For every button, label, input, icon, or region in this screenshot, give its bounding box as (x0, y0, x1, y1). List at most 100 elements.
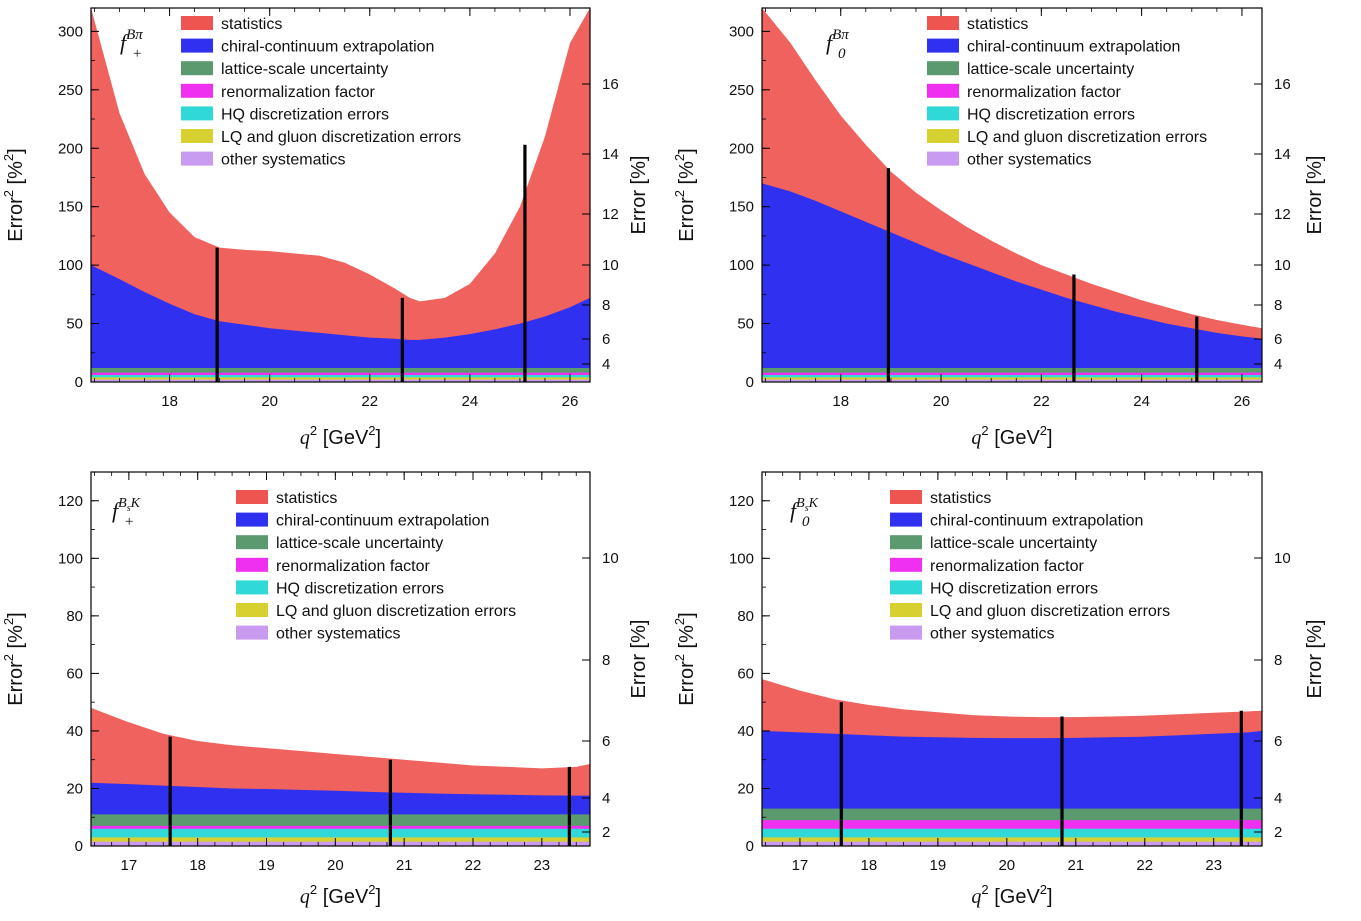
legend-label: lattice-scale uncertainty (276, 535, 443, 552)
y2-tick-label: 8 (1274, 297, 1282, 314)
legend-label: chiral-continuum extrapolation (221, 39, 434, 56)
y2-tick-label: 8 (602, 297, 610, 314)
x-tick-label: 22 (465, 857, 482, 874)
y-tick-label: 20 (66, 780, 83, 797)
x-tick-label: 26 (562, 393, 579, 410)
legend: statistics chiral-continuum extrapolation… (236, 490, 516, 643)
y-tick-label: 100 (729, 257, 754, 274)
legend-label: other systematics (967, 152, 1091, 169)
area-layers (762, 679, 1262, 846)
legend-swatch (890, 603, 922, 617)
y2-tick-label: 12 (602, 206, 619, 223)
x-tick-label: 20 (261, 393, 278, 410)
legend-label: lattice-scale uncertainty (221, 61, 388, 78)
legend-label: renormalization factor (967, 84, 1122, 101)
legend-label: renormalization factor (930, 558, 1085, 575)
legend-swatch (236, 625, 268, 640)
x-tick-label: 19 (930, 857, 947, 874)
legend: statistics chiral-continuum extrapolation… (890, 490, 1170, 643)
legend-label: renormalization factor (221, 84, 376, 101)
y2-tick-label: 4 (602, 790, 610, 807)
area-other-systematics (762, 841, 1262, 846)
plot-frame (761, 471, 1263, 847)
legend-label: chiral-continuum extrapolation (276, 513, 489, 530)
panel-label: fBsK + (112, 496, 141, 530)
legend-label: statistics (221, 16, 282, 33)
y2-tick-label: 6 (1274, 733, 1282, 750)
legend-label: HQ discretization errors (276, 580, 444, 597)
x-tick-label: 17 (792, 857, 809, 874)
legend-swatch (181, 38, 213, 53)
y-tick-label: 200 (729, 140, 754, 157)
y-axis-title: Error2 [%2] (1, 148, 27, 241)
y-tick-label: 100 (58, 257, 83, 274)
panel-label: fBπ 0 (826, 27, 849, 62)
area-layers (91, 707, 590, 846)
area-chiral-continuum-extrapolation (762, 183, 1262, 382)
legend-swatch (181, 106, 213, 121)
y-tick-label: 60 (66, 665, 83, 682)
y-tick-label: 0 (75, 838, 83, 855)
y2-tick-label: 14 (602, 146, 619, 163)
y2-tick-label: 2 (602, 824, 610, 841)
legend: statistics chiral-continuum extrapolation… (181, 16, 461, 169)
legend-swatch (181, 83, 213, 98)
y-tick-label: 300 (58, 23, 83, 40)
x-axis-title: q2 [GeV2] (971, 882, 1052, 908)
legend-label: HQ discretization errors (967, 106, 1135, 123)
x-tick-label: 18 (832, 393, 849, 410)
x-axis-title: q2 [GeV2] (300, 882, 381, 908)
x-tick-label: 18 (861, 857, 878, 874)
x-tick-label: 20 (998, 857, 1015, 874)
y-tick-label: 120 (729, 493, 754, 510)
legend-swatch (236, 557, 268, 572)
legend-swatch (181, 61, 213, 76)
legend-swatch (181, 129, 213, 143)
x-tick-label: 21 (396, 857, 413, 874)
y2-tick-label: 14 (1274, 146, 1291, 163)
y2-tick-label: 10 (602, 550, 619, 567)
y2-tick-label: 8 (1274, 652, 1282, 669)
x-tick-label: 20 (933, 393, 950, 410)
plot-frame (90, 471, 591, 847)
x-axis-title: q2 [GeV2] (300, 423, 381, 449)
y-tick-label: 40 (737, 723, 754, 740)
y-axis-title: Error2 [%2] (672, 148, 698, 241)
legend-swatch (890, 490, 922, 504)
legend-swatch (927, 106, 959, 121)
legend-label: LQ and gluon discretization errors (221, 129, 461, 146)
x-tick-label: 22 (1136, 857, 1153, 874)
legend-label: HQ discretization errors (221, 106, 389, 123)
y2-tick-label: 2 (1274, 824, 1282, 841)
y2-tick-label: 16 (1274, 76, 1291, 93)
legend-swatch (890, 580, 922, 595)
legend-swatch (890, 625, 922, 640)
x-tick-label: 23 (1205, 857, 1222, 874)
y-tick-label: 150 (58, 199, 83, 216)
y-tick-label: 60 (737, 665, 754, 682)
y2-tick-label: 4 (1274, 356, 1282, 373)
legend-swatch (927, 16, 959, 30)
y2-tick-label: 16 (602, 76, 619, 93)
x-tick-label: 23 (533, 857, 550, 874)
legend: statistics chiral-continuum extrapolation… (927, 16, 1207, 169)
y2-axis-title: Error [%] (1304, 156, 1326, 235)
chart-panel-1: 18 20 22 24 26 0 50 100 150 200 250 300 4 6 8 10 12 14 16 q… (1, 7, 650, 449)
legend-swatch (927, 38, 959, 53)
y2-tick-label: 10 (1274, 257, 1291, 274)
y-tick-label: 150 (729, 199, 754, 216)
x-tick-label: 18 (189, 857, 206, 874)
y-tick-label: 50 (737, 316, 754, 333)
legend-label: other systematics (930, 626, 1054, 643)
y-tick-label: 0 (746, 838, 754, 855)
y-tick-label: 0 (75, 374, 83, 391)
y2-tick-label: 6 (602, 733, 610, 750)
x-tick-label: 21 (1067, 857, 1084, 874)
y-tick-label: 20 (737, 780, 754, 797)
area-other-systematics (91, 841, 590, 846)
chart-panel-2: 18 20 22 24 26 0 50 100 150 200 250 300 4 6 8 10 12 14 16 q… (672, 7, 1326, 449)
legend-swatch (181, 151, 213, 166)
y2-tick-label: 6 (602, 331, 610, 348)
legend-label: LQ and gluon discretization errors (967, 129, 1207, 146)
